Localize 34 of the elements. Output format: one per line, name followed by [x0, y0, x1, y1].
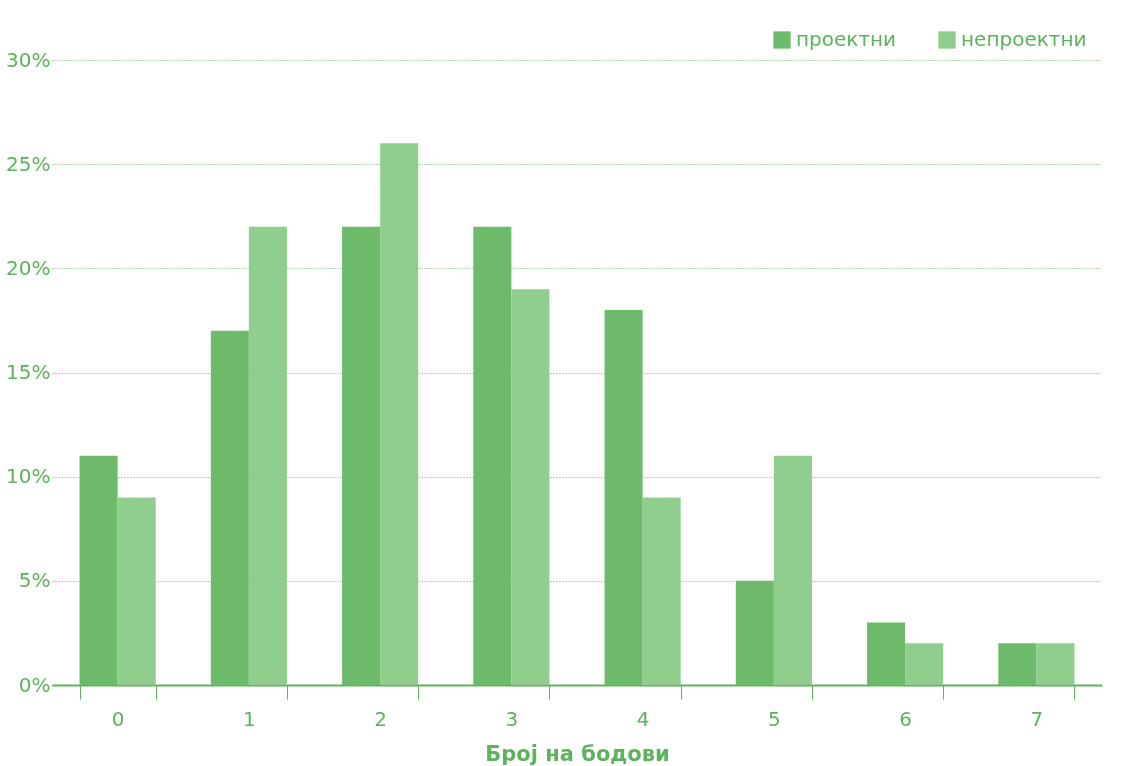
bar: [248, 226, 287, 685]
y-tick-label: 20%: [6, 255, 51, 280]
x-tick-label: 2: [374, 706, 387, 731]
y-tick-label: 15%: [6, 360, 51, 384]
x-tick-label: 0: [111, 706, 125, 731]
bar: [380, 143, 419, 685]
x-tick-label: 1: [243, 706, 256, 731]
bar: [473, 226, 512, 685]
x-tick-label: 7: [1030, 706, 1044, 731]
x-tick-label: 4: [636, 706, 650, 731]
y-tick-label: 5%: [18, 568, 51, 593]
legend-label: непроектни: [961, 27, 1087, 51]
y-tick-label: 30%: [6, 47, 51, 72]
bar: [511, 289, 550, 685]
bar: [735, 580, 774, 685]
bar: [604, 310, 643, 685]
bar: [998, 643, 1037, 685]
x-tick-label: 3: [505, 706, 519, 731]
y-tick-label: 10%: [6, 464, 51, 489]
bar: [79, 455, 118, 685]
y-tick-label: 0%: [18, 672, 51, 697]
legend-label: проектни: [796, 27, 897, 51]
bar: [642, 497, 681, 685]
bar: [342, 226, 381, 685]
x-axis-title: Број на бодови: [485, 741, 670, 766]
bar: [210, 330, 249, 685]
bar: [867, 622, 906, 685]
x-tick-label: 5: [768, 706, 781, 731]
bar: [905, 643, 944, 685]
y-tick-label: 25%: [6, 151, 51, 176]
bar: [773, 455, 812, 685]
x-tick-label: 6: [899, 706, 912, 731]
bar: [117, 497, 156, 685]
bar: [1036, 643, 1075, 685]
